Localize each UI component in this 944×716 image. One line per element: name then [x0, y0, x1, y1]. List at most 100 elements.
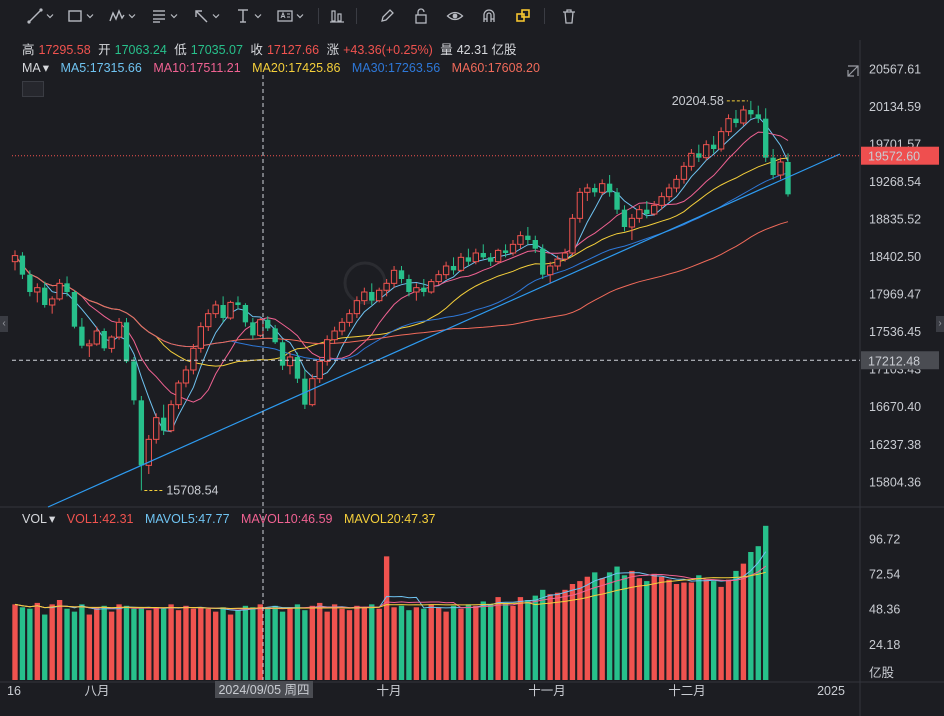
- volume-bar: [421, 608, 427, 680]
- candle-body: [167, 404, 175, 432]
- volume-bar: [339, 608, 345, 680]
- text-label-button[interactable]: [276, 4, 304, 28]
- candle-body: [398, 270, 405, 279]
- layers-button[interactable]: [514, 4, 532, 28]
- candle-body: [733, 118, 739, 123]
- wave-tool-button[interactable]: [108, 4, 136, 28]
- scroll-left-handle[interactable]: ‹: [0, 316, 8, 332]
- chevron-down-icon: [170, 14, 178, 19]
- volume-bar: [153, 607, 159, 680]
- candle-body: [34, 287, 41, 293]
- lock-icon: [415, 8, 427, 24]
- volume-bar: [123, 605, 130, 680]
- candle-body: [614, 192, 620, 210]
- volume-tick-label: 96.72: [869, 532, 900, 546]
- candle-body: [688, 152, 695, 167]
- candle-body: [390, 269, 398, 284]
- volume-bars-layer: [12, 525, 769, 680]
- magnet-button[interactable]: [480, 4, 498, 28]
- volume-bar: [391, 607, 397, 680]
- magnet-icon: [483, 9, 495, 22]
- low-value: 17035.07: [190, 43, 243, 57]
- visibility-button[interactable]: [446, 4, 464, 28]
- price-tick-label: 15804.36: [869, 475, 921, 489]
- current-price-badge: [861, 146, 939, 165]
- price-tick-label: 17969.47: [869, 288, 921, 302]
- volume-bar: [443, 611, 449, 680]
- candle-body: [442, 265, 450, 276]
- volume-bar: [480, 601, 486, 680]
- candle-body: [584, 187, 591, 193]
- candle-body: [338, 321, 346, 332]
- candle-body: [123, 322, 130, 362]
- pen-icon: [381, 9, 394, 22]
- candle-body: [361, 291, 368, 302]
- time-tick-label: 16: [7, 684, 21, 698]
- volume-bar: [621, 575, 628, 680]
- fib-tool-icon: [153, 10, 165, 23]
- volume-bar: [554, 592, 561, 680]
- candle-body: [710, 144, 717, 149]
- bars-tool-button[interactable]: [328, 4, 346, 28]
- lock-button[interactable]: [412, 4, 430, 28]
- rectangle-tool-button[interactable]: [66, 4, 94, 28]
- volume-bar: [406, 610, 412, 680]
- fib-tool-button[interactable]: [150, 4, 178, 28]
- price-tick-label: 18402.50: [869, 250, 921, 264]
- volume-bar: [755, 546, 761, 680]
- ohlc-legend: 高 17295.58 开 17063.24 低 17035.07 收 17127.66 …: [22, 39, 521, 58]
- candle-body: [145, 438, 152, 466]
- volume-tick-label: 48.36: [869, 603, 900, 617]
- candle-body: [42, 287, 48, 305]
- candle-body: [658, 196, 665, 206]
- candle-body: [435, 274, 442, 283]
- candle-body: [421, 287, 427, 292]
- candle-body: [212, 304, 219, 315]
- candle-body: [755, 114, 761, 119]
- fullscreen-icon[interactable]: [847, 65, 859, 77]
- candle-body: [540, 248, 546, 275]
- volume-label: 量: [440, 43, 453, 57]
- candle-body: [205, 313, 212, 328]
- text-label-icon: [277, 10, 293, 22]
- delete-button[interactable]: [560, 4, 578, 28]
- volume-bar: [435, 607, 442, 680]
- current-price-label: 19572.60: [868, 150, 920, 164]
- volume-bar: [725, 579, 732, 680]
- candle-body: [242, 305, 249, 323]
- candle-body: [11, 255, 19, 263]
- candle-body: [665, 187, 673, 198]
- vol-selector[interactable]: VOL: [22, 512, 48, 526]
- candle-body: [286, 356, 294, 367]
- candle-body: [86, 343, 93, 347]
- high-value: 17295.58: [38, 43, 91, 57]
- candle-body: [628, 217, 636, 228]
- max-annotation: 20204.58: [672, 94, 724, 108]
- ma10-value: MA10:17511.21: [153, 61, 241, 75]
- candle-body: [235, 302, 241, 305]
- scroll-right-handle[interactable]: ›: [936, 316, 944, 332]
- volume-bar: [331, 604, 338, 680]
- ma-settings-toggle[interactable]: [22, 81, 44, 97]
- volume-bar: [450, 605, 457, 680]
- candle-body: [19, 255, 26, 275]
- volume-bar: [116, 604, 122, 680]
- chevron-down-icon[interactable]: ▾: [49, 512, 56, 526]
- candle-body: [406, 279, 412, 292]
- volume-bar: [242, 605, 249, 680]
- text-tool-button[interactable]: [234, 4, 262, 28]
- candle-body: [472, 252, 480, 263]
- volume-bar: [465, 604, 472, 680]
- price-tick-label: 20134.59: [869, 100, 921, 114]
- candle-body: [353, 300, 361, 315]
- volume-bar: [49, 604, 55, 680]
- volume-bar: [56, 600, 63, 680]
- ma-selector[interactable]: MA: [22, 61, 41, 75]
- arrow-tool-button[interactable]: [192, 4, 220, 28]
- line-tool-button[interactable]: [26, 4, 54, 28]
- pen-tool-button[interactable]: [378, 4, 396, 28]
- chevron-down-icon[interactable]: ▾: [42, 61, 50, 75]
- candle-body: [777, 161, 784, 176]
- crosshair-price-label: 17212.48: [868, 354, 920, 368]
